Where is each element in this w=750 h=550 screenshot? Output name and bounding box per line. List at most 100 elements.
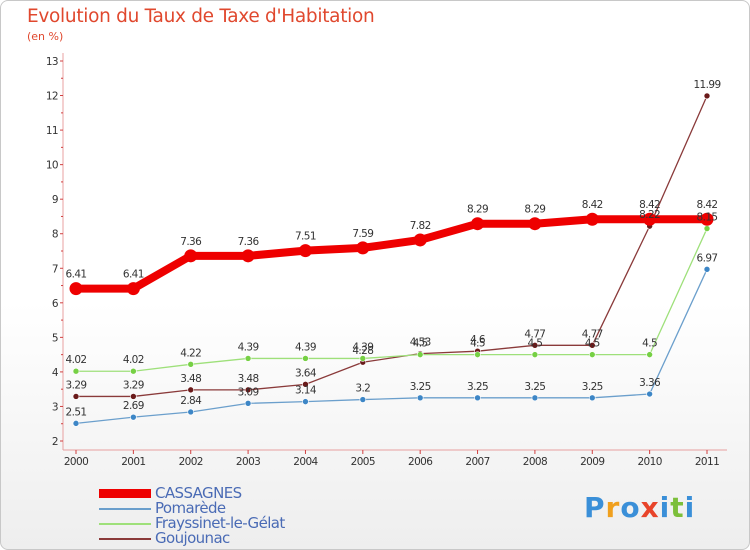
data-label: 8.42 [697,199,718,211]
data-label: 2.84 [180,395,202,407]
series-point-3 [130,393,137,400]
series-point-3 [302,381,309,388]
data-label: 4.39 [352,341,373,353]
series-point-3 [244,386,252,394]
x-tick-label: 2003 [236,456,260,468]
series-point-2 [416,351,424,358]
y-tick-label: 6 [52,298,59,310]
data-label: 3.2 [355,383,370,395]
x-tick-label: 2004 [293,456,318,468]
data-label: 3.25 [582,381,603,393]
series-point-0 [528,217,542,231]
series-point-0 [298,244,312,258]
series-line-2 [75,227,708,372]
series-point-1 [130,413,137,421]
y-tick-label: 7 [52,263,58,275]
series-point-1 [531,394,539,402]
logo-letter: t [670,491,685,524]
legend-label: Goujounac [155,529,230,547]
series-point-1 [588,394,596,402]
data-label: 8.42 [582,199,603,211]
legend-item: Pomarède [99,501,285,516]
data-label: 4.22 [180,347,201,359]
data-label: 7.36 [180,236,202,248]
series-point-1 [187,408,195,416]
data-label: 7.51 [295,231,316,243]
y-tick-label: 8 [52,229,58,241]
legend-item: Goujounac [99,531,285,546]
x-tick-label: 2000 [64,456,88,468]
data-label: 3.25 [410,381,431,393]
logo-letter: i [659,491,671,524]
chart-series [69,92,714,427]
logo-letter: o [620,491,641,524]
x-tick-label: 2007 [465,456,489,468]
data-label: 4.5 [413,338,428,350]
data-label: 3.29 [66,379,87,391]
legend-swatch [99,522,151,525]
chart-legend: CASSAGNES Pomarède Frayssinet-le-Gélat Gouj… [99,486,285,546]
series-point-1 [703,266,711,273]
series-point-2 [588,351,596,358]
series-point-2 [302,355,309,362]
data-label: 3.64 [295,367,317,379]
legend-swatch [99,507,151,510]
legend-label: Pomarède [155,499,226,517]
logo-letter: i [684,491,696,524]
y-tick-label: 2 [52,436,58,448]
data-label: 2.69 [123,400,144,412]
proxiti-logo: Proxiti [584,491,695,524]
data-label: 3.48 [180,373,201,385]
series-point-3 [187,386,195,394]
legend-swatch [99,537,151,540]
data-label: 4.39 [295,341,316,353]
x-tick-label: 2001 [121,456,145,468]
logo-letter: P [584,491,606,524]
y-tick-label: 11 [46,125,58,137]
logo-letter: r [605,491,621,524]
data-label: 4.02 [123,354,144,366]
data-label: 8.29 [524,204,545,216]
series-line-1 [75,268,708,425]
data-label: 4.02 [66,354,87,366]
data-label: 4.77 [524,328,545,340]
series-point-3 [531,342,539,349]
data-label: 8.42 [639,199,660,211]
y-tick-label: 12 [46,91,58,103]
series-point-1 [646,390,653,398]
series-point-2 [187,361,195,368]
series-point-1 [244,400,252,407]
series-point-3 [72,393,80,400]
series-point-2 [646,351,653,358]
data-label: 4.5 [470,338,485,350]
series-point-0 [126,282,140,296]
data-label: 3.36 [639,377,661,389]
data-label: 2.51 [66,406,87,418]
data-label: 4.53 [410,337,431,349]
y-tick-label: 3 [52,401,58,413]
series-point-2 [359,355,367,362]
data-label: 7.36 [238,236,260,248]
data-label: 3.14 [295,385,317,397]
y-tick-label: 4 [52,367,59,379]
series-point-1 [416,394,424,402]
chart-title: Evolution du Taux de Taxe d'Habitation [27,6,375,27]
x-tick-label: 2008 [523,456,547,468]
y-tick-label: 9 [52,194,58,206]
chart-data-labels: 6.41 6.41 7.36 7.36 7.51 7.59 7.82 8.29 8.29 8.42… [66,79,722,418]
data-label: 3.25 [524,381,545,393]
data-label: 4.77 [582,328,603,340]
data-label: 8.29 [467,204,488,216]
x-tick-label: 2010 [637,456,661,468]
data-label: 6.97 [697,252,718,264]
x-tick-label: 2002 [179,456,203,468]
series-point-3 [588,342,596,349]
series-line-3 [75,95,708,398]
series-point-1 [359,396,367,403]
legend-item: CASSAGNES [99,486,285,501]
series-point-2 [72,367,80,375]
y-tick-label: 10 [46,160,58,172]
data-label: 6.41 [66,269,87,281]
